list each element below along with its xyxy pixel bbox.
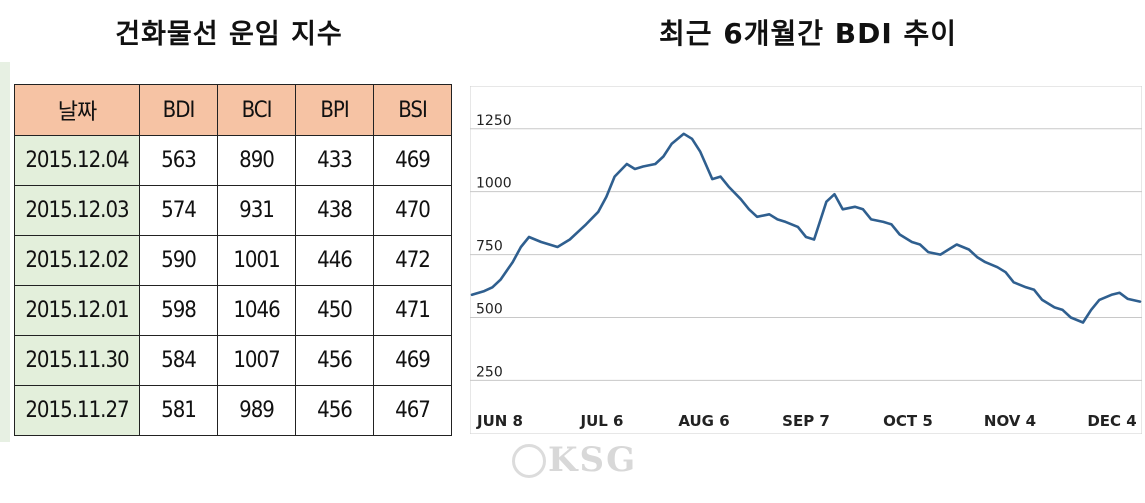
- table-row: 2015.11.30 584 1007 456 469: [14, 335, 452, 386]
- cell-bsi: 469: [373, 135, 452, 186]
- cell-bsi: 470: [373, 185, 452, 236]
- header-bpi: BPI: [295, 84, 374, 136]
- cell-bsi: 471: [373, 285, 452, 336]
- table-header-row: 날짜 BDI BCI BPI BSI: [14, 84, 452, 136]
- table-left-strip: [0, 62, 10, 442]
- header-bsi: BSI: [373, 84, 452, 136]
- x-tick-label: OCT 5: [883, 412, 933, 430]
- cell-bsi: 469: [373, 335, 452, 386]
- x-tick-label: DEC 4: [1087, 412, 1136, 430]
- cell-bci: 890: [217, 135, 296, 186]
- chart-title: 최근 6개월간 BDI 추이: [658, 17, 958, 50]
- cell-bpi: 438: [295, 185, 374, 236]
- freight-index-table: 날짜 BDI BCI BPI BSI 2015.12.04 563 890 43…: [14, 84, 452, 436]
- y-tick-label: 1000: [476, 176, 512, 192]
- y-tick-label: 250: [476, 364, 503, 380]
- x-tick-label: NOV 4: [984, 412, 1036, 430]
- table-row: 2015.12.03 574 931 438 470: [14, 185, 452, 236]
- x-tick-label: AUG 6: [678, 412, 729, 430]
- table-title: 건화물선 운임 지수: [115, 19, 343, 50]
- cell-date: 2015.12.02: [14, 235, 140, 286]
- cell-date: 2015.11.30: [14, 335, 140, 386]
- cell-bci: 931: [217, 185, 296, 236]
- chart-plot-area: [470, 86, 1142, 434]
- ksg-watermark: KSG: [548, 440, 638, 480]
- cell-bci: 1046: [217, 285, 296, 336]
- table-row: 2015.12.02 590 1001 446 472: [14, 235, 452, 286]
- cell-bpi: 433: [295, 135, 374, 186]
- header-date: 날짜: [14, 84, 140, 136]
- cell-bpi: 456: [295, 385, 374, 436]
- cell-bpi: 456: [295, 335, 374, 386]
- cell-date: 2015.11.27: [14, 385, 140, 436]
- cell-bsi: 472: [373, 235, 452, 286]
- x-tick-labels: JUN 8 JUL 6 AUG 6 SEP 7 OCT 5 NOV 4 DEC 4: [476, 412, 1137, 430]
- cell-bci: 1001: [217, 235, 296, 286]
- y-tick-label: 1250: [476, 113, 512, 129]
- y-tick-label: 750: [476, 239, 503, 255]
- grid-lines: [470, 128, 1142, 381]
- cell-bci: 1007: [217, 335, 296, 386]
- cell-date: 2015.12.01: [14, 285, 140, 336]
- table-row: 2015.11.27 581 989 456 467: [14, 385, 452, 436]
- x-tick-label: SEP 7: [782, 412, 830, 430]
- cell-bdi: 574: [139, 185, 218, 236]
- cell-bci: 989: [217, 385, 296, 436]
- bdi-line-chart: 250 500 750 1000 1250 JUN 8 JUL 6 AUG 6 SEP 7 OC…: [470, 86, 1142, 434]
- header-bdi: BDI: [139, 84, 218, 136]
- cell-bdi: 598: [139, 285, 218, 336]
- x-tick-label: JUL 6: [580, 412, 624, 430]
- cell-bsi: 467: [373, 385, 452, 436]
- bdi-series-line: [470, 132, 1142, 324]
- cell-bdi: 581: [139, 385, 218, 436]
- y-tick-label: 500: [476, 301, 503, 317]
- cell-bdi: 590: [139, 235, 218, 286]
- cell-date: 2015.12.04: [14, 135, 140, 186]
- table-row: 2015.12.01 598 1046 450 471: [14, 285, 452, 336]
- header-bci: BCI: [217, 84, 296, 136]
- cell-bdi: 563: [139, 135, 218, 186]
- cell-bpi: 450: [295, 285, 374, 336]
- table-row: 2015.12.04 563 890 433 469: [14, 135, 452, 186]
- ksg-seal-icon: [512, 444, 546, 478]
- x-tick-label: JUN 8: [476, 412, 523, 430]
- cell-date: 2015.12.03: [14, 185, 140, 236]
- cell-bdi: 584: [139, 335, 218, 386]
- y-tick-labels: 250 500 750 1000 1250: [476, 113, 512, 381]
- cell-bpi: 446: [295, 235, 374, 286]
